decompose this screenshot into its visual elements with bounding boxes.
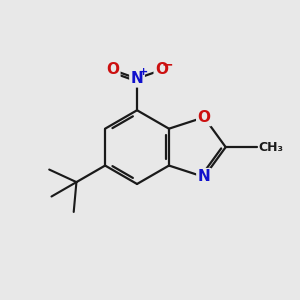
Text: N: N bbox=[198, 169, 210, 184]
Text: N: N bbox=[131, 71, 143, 86]
Text: O: O bbox=[155, 62, 168, 77]
Text: O: O bbox=[106, 62, 119, 77]
Text: O: O bbox=[197, 110, 211, 125]
Text: −: − bbox=[161, 57, 173, 71]
Text: +: + bbox=[139, 67, 148, 77]
Text: CH₃: CH₃ bbox=[259, 141, 284, 154]
